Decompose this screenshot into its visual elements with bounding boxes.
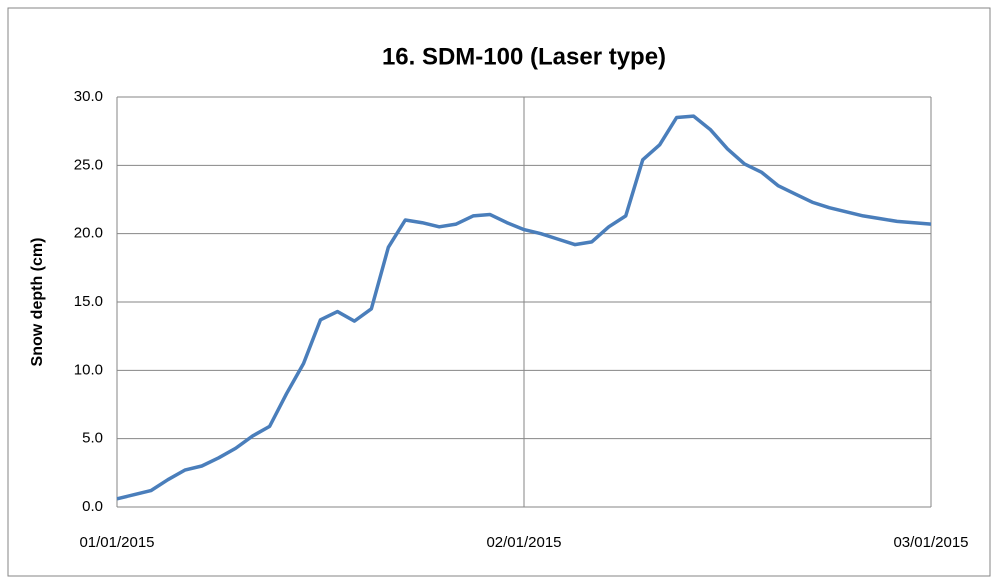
y-tick-label: 20.0 <box>74 225 103 242</box>
y-tick-label: 0.0 <box>82 498 103 515</box>
y-axis-label: Snow depth (cm) <box>29 238 46 367</box>
data-line <box>116 114 932 501</box>
x-tick-label: 03/01/2015 <box>893 534 968 551</box>
x-tick-label: 01/01/2015 <box>79 534 154 551</box>
y-tick-label: 10.0 <box>74 361 103 378</box>
chart-title: 16. SDM-100 (Laser type) <box>382 43 666 70</box>
y-tick-label: 25.0 <box>74 156 103 173</box>
chart-frame <box>7 7 991 577</box>
y-tick-label: 15.0 <box>74 293 103 310</box>
y-tick-label: 5.0 <box>82 430 103 447</box>
x-tick-label: 02/01/2015 <box>486 534 561 551</box>
y-tick-label: 30.0 <box>74 88 103 105</box>
